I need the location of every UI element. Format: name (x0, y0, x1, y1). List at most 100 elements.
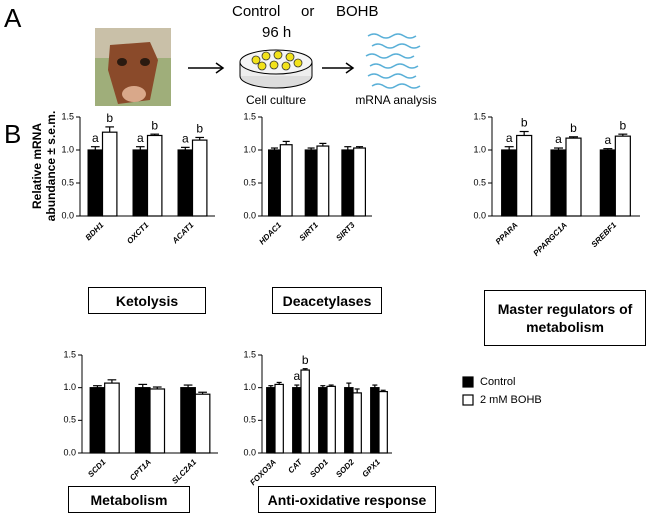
bar (341, 149, 355, 217)
y-tick-label: 1.5 (63, 349, 76, 359)
bar (501, 149, 518, 217)
x-tick-label-group: SCD1 (86, 457, 108, 479)
x-tick-label-group: CAT (286, 457, 304, 475)
legend-swatch (462, 394, 474, 406)
schematic-text: Control (232, 3, 280, 20)
bar (614, 135, 631, 217)
bar (550, 149, 567, 217)
bar (318, 387, 328, 454)
panel-label: A (4, 3, 22, 33)
legend-swatch (462, 376, 474, 388)
significance-letter: a (604, 133, 611, 147)
significance-letter: b (619, 118, 626, 132)
x-tick-label-group: GPX1 (360, 457, 382, 479)
error-bar (603, 148, 613, 150)
error-bar (93, 385, 102, 388)
bar (266, 387, 276, 454)
y-tick-label: 1.5 (243, 111, 256, 121)
error-bar (618, 133, 628, 137)
x-tick-label-group: SOD1 (308, 457, 330, 479)
bar (300, 369, 310, 454)
bar (177, 149, 194, 217)
category-box: Metabolism (68, 486, 190, 513)
x-tick-label: PPARGC1A (532, 220, 570, 258)
x-tick-label: BDH1 (84, 220, 106, 242)
bar (370, 387, 380, 454)
error-bar (180, 146, 190, 150)
significance-letter: a (555, 132, 562, 146)
bar (274, 383, 284, 454)
error-bar (282, 140, 290, 145)
x-tick-label: FOXO3A (248, 457, 278, 487)
bar (89, 387, 106, 454)
x-tick-label: SREBF1 (590, 220, 619, 249)
bar (279, 144, 293, 217)
error-bar (276, 381, 282, 385)
error-bar (294, 384, 300, 388)
significance-letter: a (137, 131, 144, 145)
schematic-text: or (301, 3, 314, 20)
bar (378, 390, 388, 454)
x-tick-label-group: HDAC1 (257, 220, 283, 246)
category-box: Deacetylases (272, 287, 382, 314)
x-tick-label: GPX1 (360, 457, 382, 479)
schematic-text: BOHB (336, 3, 379, 20)
bar (304, 149, 318, 217)
x-tick-label: CAT (286, 457, 304, 475)
error-bar (328, 384, 334, 387)
bar (191, 139, 208, 217)
bar (146, 134, 163, 217)
bar (352, 392, 362, 454)
significance-letter: b (302, 353, 309, 367)
y-tick-label: 1.5 (243, 349, 256, 359)
schematic-text: 96 h (262, 24, 291, 41)
bar (268, 149, 281, 217)
error-bar (105, 126, 115, 133)
x-tick-label: SCD1 (86, 457, 108, 479)
significance-letter: a (506, 131, 513, 145)
bar (565, 137, 582, 217)
legend-label: 2 mM BOHB (480, 394, 542, 406)
x-tick-label-group: SREBF1 (590, 220, 619, 249)
error-bar (302, 368, 308, 371)
y-tick-label: 0.5 (243, 177, 256, 187)
x-tick-label: PPARA (494, 220, 520, 246)
bar (132, 149, 149, 217)
schematic-text: Cell culture (246, 93, 306, 107)
panel-label: B (4, 119, 21, 149)
x-tick-label: CPT1A (128, 457, 153, 482)
bar (104, 382, 120, 454)
bar (344, 387, 354, 454)
y-tick-label: 0.5 (63, 415, 76, 425)
error-bar (195, 136, 205, 141)
error-bar (569, 136, 578, 139)
x-tick-label-group: BDH1 (84, 220, 106, 242)
x-tick-label-group: SLC2A1 (170, 457, 198, 485)
bar (326, 385, 336, 454)
y-tick-label: 1.5 (61, 111, 74, 121)
x-tick-label: SIRT1 (298, 220, 321, 243)
category-box: Ketolysis (88, 287, 206, 314)
x-tick-label: ACAT1 (170, 220, 196, 246)
error-bar (183, 384, 193, 388)
x-tick-label: SOD1 (308, 457, 330, 479)
error-bar (344, 146, 352, 150)
error-bar (90, 146, 100, 150)
bar (353, 147, 366, 217)
error-bar (554, 147, 563, 150)
significance-letter: b (521, 116, 528, 130)
error-bar (107, 379, 117, 384)
significance-letter: b (151, 118, 158, 132)
x-tick-label-group: SIRT3 (334, 220, 357, 243)
error-bar (270, 147, 278, 150)
x-tick-label-group: OXCT1 (125, 220, 151, 246)
schematic-text: mRNA analysis (355, 93, 436, 107)
significance-letter: b (570, 121, 577, 135)
x-tick-label-group: FOXO3A (248, 457, 278, 487)
y-tick-label: 0.0 (243, 447, 256, 457)
x-tick-label-group: CPT1A (128, 457, 153, 482)
x-tick-label-group: ACAT1 (170, 220, 196, 246)
bar (516, 134, 533, 217)
bar (292, 387, 302, 454)
